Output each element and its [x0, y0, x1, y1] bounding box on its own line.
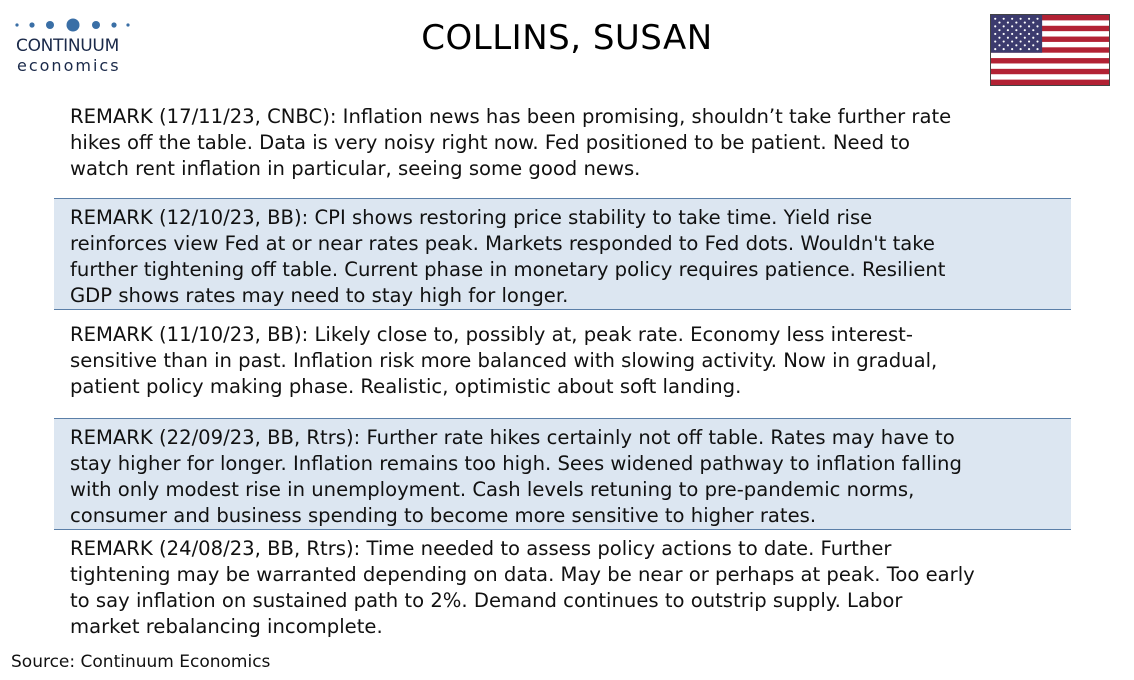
page-title: COLLINS, SUSAN [421, 18, 713, 58]
source-note: Source: Continuum Economics [11, 652, 271, 672]
remark-line: further tightening off table. Current ph… [70, 258, 946, 281]
remark-line: consumer and business spending to become… [70, 504, 817, 527]
remark-line: with only modest rise in unemployment. C… [70, 478, 915, 501]
remark-item: REMARK (24/08/23, BB, Rtrs): Time needed… [54, 530, 1071, 638]
remark-line: market rebalancing incomplete. [70, 615, 383, 638]
remark-item: REMARK (11/10/23, BB): Likely close to, … [54, 312, 1071, 404]
remark-line: tightening may be warranted depending on… [70, 563, 975, 586]
remark-line: stay higher for longer. Inflation remain… [70, 452, 962, 475]
remark-line: REMARK (12/10/23, BB): CPI shows restori… [70, 206, 873, 229]
logo-name: CONTINUUM [16, 36, 119, 56]
remark-item: REMARK (17/11/23, CNBC): Inflation news … [54, 94, 1071, 182]
remark-item: REMARK (12/10/23, BB): CPI shows restori… [54, 198, 1071, 310]
us-flag-icon [990, 14, 1110, 86]
remark-line: REMARK (17/11/23, CNBC): Inflation news … [70, 105, 952, 128]
logo-subtitle: economics [17, 56, 121, 75]
remark-line: patient policy making phase. Realistic, … [70, 375, 742, 398]
remark-line: REMARK (24/08/23, BB, Rtrs): Time needed… [70, 537, 892, 560]
remark-item: REMARK (22/09/23, BB, Rtrs): Further rat… [54, 418, 1071, 530]
remark-line: watch rent inflation in particular, seei… [70, 157, 641, 180]
remark-line: hikes off the table. Data is very noisy … [70, 131, 910, 154]
remark-line: to say inflation on sustained path to 2%… [70, 589, 903, 612]
remark-line: REMARK (11/10/23, BB): Likely close to, … [70, 323, 913, 346]
logo: CONTINUUM economics [14, 14, 144, 78]
remark-line: reinforces view Fed at or near rates pea… [70, 232, 935, 255]
logo-dots-icon [15, 18, 130, 32]
remark-line: GDP shows rates may need to stay high fo… [70, 284, 569, 307]
remark-line: sensitive than in past. Inflation risk m… [70, 349, 938, 372]
remark-line: REMARK (22/09/23, BB, Rtrs): Further rat… [70, 426, 955, 449]
